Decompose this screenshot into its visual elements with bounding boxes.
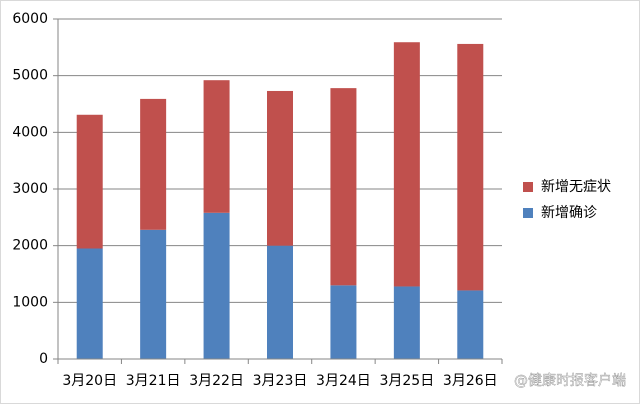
bar-segment	[267, 245, 293, 359]
x-tick-label: 3月20日	[62, 373, 117, 389]
bar-segment	[203, 212, 230, 359]
x-tick-label: 3月24日	[316, 373, 371, 389]
bar-segment	[267, 90, 293, 246]
y-tick-label: 6000	[12, 11, 48, 27]
bar-segment	[330, 285, 357, 359]
bar-segment	[76, 114, 103, 249]
y-tick-label: 4000	[12, 124, 48, 140]
x-tick-label: 3月22日	[189, 373, 244, 389]
bar-segment	[393, 286, 420, 359]
bar-segment	[457, 290, 484, 359]
bar-segment	[393, 42, 420, 287]
x-tick-label: 3月23日	[253, 373, 308, 389]
watermark: @健康时报客户端	[514, 372, 626, 389]
legend-swatch	[523, 208, 533, 218]
bar-segment	[76, 248, 103, 359]
bar-segment	[203, 80, 230, 213]
y-tick-label: 1000	[12, 294, 48, 310]
x-tick-label: 3月21日	[126, 373, 181, 389]
y-tick-label: 2000	[12, 238, 48, 254]
y-tick-label: 0	[39, 351, 48, 367]
legend-swatch	[523, 182, 533, 192]
y-tick-label: 5000	[12, 68, 48, 84]
x-tick-label: 3月26日	[443, 373, 498, 389]
legend-label: 新增无症状	[541, 179, 611, 195]
y-tick-label: 3000	[12, 181, 48, 197]
bar-segment	[457, 43, 484, 291]
bar-segment	[330, 88, 357, 286]
x-tick-label: 3月25日	[379, 373, 434, 389]
bar-segment	[140, 98, 167, 230]
bar-segment	[140, 229, 167, 359]
legend-label: 新增确诊	[541, 205, 597, 221]
